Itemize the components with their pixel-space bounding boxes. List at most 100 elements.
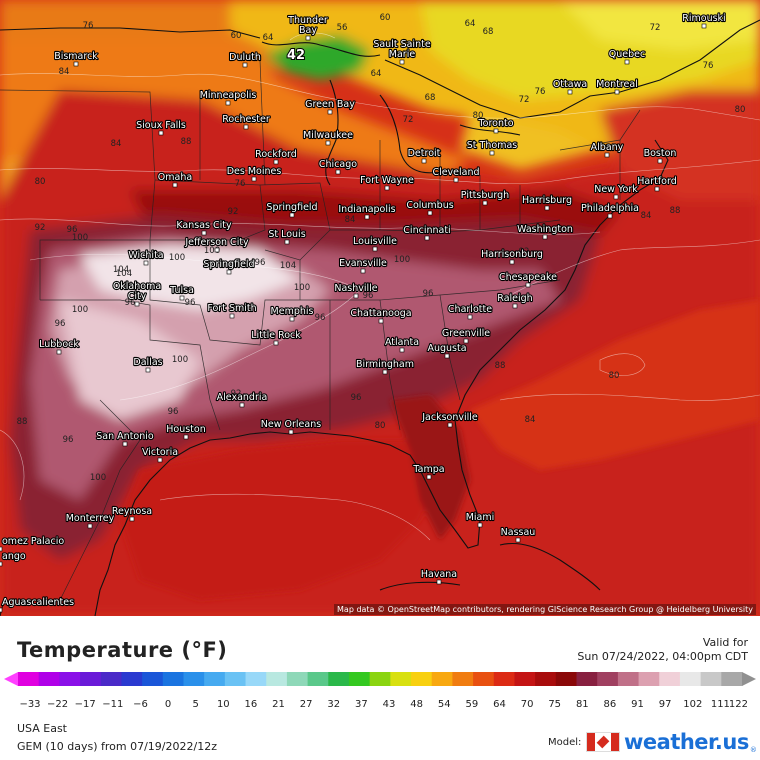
isotherm-value: 80 <box>35 177 46 187</box>
scale-tick-label: 81 <box>576 699 589 710</box>
city-label: Chicago <box>319 159 357 170</box>
city-dot <box>284 239 290 245</box>
city-gomez-palacio: omez Palacio <box>0 535 65 552</box>
city-label: New York <box>594 184 638 195</box>
scale-swatch <box>721 672 743 686</box>
logo-registered-mark: ® <box>749 746 757 754</box>
scale-tick-label: −11 <box>102 699 123 710</box>
city-new-york: New York <box>593 183 639 200</box>
scale-swatch <box>638 672 660 686</box>
isotherm-value: 84 <box>59 67 70 77</box>
scale-swatch <box>700 672 722 686</box>
isotherm-value: 72 <box>403 115 414 125</box>
city-dot <box>172 182 178 188</box>
city-label: Havana <box>421 569 457 580</box>
city-springfield: Springfield <box>265 201 319 218</box>
city-label: Lubbock <box>39 339 79 350</box>
isotherm-value: 96 <box>125 298 136 308</box>
city-st-louis: St Louis <box>267 228 307 245</box>
city-quebec: Quebec <box>608 48 646 65</box>
city-label: Reynosa <box>112 506 152 517</box>
ocean-detail <box>120 300 760 600</box>
city-raleigh: Raleigh <box>496 292 534 309</box>
city-dot <box>226 269 232 275</box>
isotherm-value: 92 <box>35 223 46 233</box>
city-dot <box>421 158 427 164</box>
scale-swatch <box>162 672 184 686</box>
isotherm-value: 100 <box>172 355 188 365</box>
city-rimouski: Rimouski <box>681 12 727 29</box>
city-dot <box>399 347 405 353</box>
city-dot <box>493 128 499 134</box>
city-dot <box>225 100 231 106</box>
city-label: Cleveland <box>432 167 479 178</box>
city-label: Quebec <box>609 49 645 60</box>
city-dallas: Dallas <box>132 356 164 373</box>
isotherm-value: 96 <box>351 393 362 403</box>
city-dot <box>701 23 707 29</box>
city-label: Minneapolis <box>200 90 257 101</box>
scale-swatch <box>597 672 619 686</box>
isotherm-value: 80 <box>735 105 746 115</box>
city-dot <box>614 89 620 95</box>
city-dot <box>444 353 450 359</box>
city-label: Harrisonburg <box>481 249 543 260</box>
city-label: Louisville <box>353 236 397 247</box>
scale-swatch <box>307 672 329 686</box>
city-monterrey: Monterrey <box>65 512 116 529</box>
isotherm-value: 64 <box>465 19 476 29</box>
city-dot <box>364 214 370 220</box>
city-label: Tampa <box>412 464 444 475</box>
city-bismarck: Bismarck <box>53 50 99 67</box>
city-chattanooga: Chattanooga <box>349 307 413 324</box>
weather-us-logo[interactable]: weather.us ® <box>586 730 757 754</box>
valid-date: Sun 07/24/2022, 04:00pm CDT <box>577 650 748 663</box>
isotherm-value: 100 <box>204 246 220 256</box>
scale-tick-label: 75 <box>548 699 561 710</box>
scale-swatch <box>266 672 288 686</box>
isotherm-value: 92 <box>231 389 242 399</box>
city-label: Bay <box>299 25 317 36</box>
city-label: Wichita <box>128 250 163 261</box>
city-label: Augusta <box>427 343 466 354</box>
isotherm-value: 72 <box>295 51 306 61</box>
city-philadelphia: Philadelphia <box>580 202 640 219</box>
city-dot <box>372 246 378 252</box>
city-lubbock: Lubbock <box>38 338 80 355</box>
city-label: St Louis <box>268 229 305 240</box>
city-dot <box>654 186 660 192</box>
city-label: Memphis <box>271 306 314 317</box>
city-san-antonio: San Antonio <box>95 430 155 447</box>
isotherm-value: 96 <box>423 289 434 299</box>
isotherm-value: 100 <box>394 255 410 265</box>
scale-swatch <box>348 672 371 686</box>
city-label: San Antonio <box>96 431 154 442</box>
city-label: Pittsburgh <box>461 190 509 201</box>
city-harrisburg: Harrisburg <box>521 194 573 211</box>
city-dot <box>509 259 515 265</box>
city-dot <box>482 200 488 206</box>
isotherm-value: 56 <box>337 23 348 33</box>
isotherm-value: 68 <box>483 27 494 37</box>
temperature-map[interactable]: 76 84 60 64 68 72 56 60 64 68 72 80 60 64 68 72 76 72 76 80… <box>0 0 760 616</box>
city-tulsa: Tulsa <box>168 284 195 301</box>
city-label: Rochester <box>222 114 270 125</box>
scale-swatch <box>514 672 536 686</box>
city-aguascalientes: Aguascalientes <box>0 596 75 613</box>
isotherm-value: 76 <box>235 179 246 189</box>
scale-tick-label: 5 <box>193 699 199 710</box>
city-label: Atlanta <box>385 337 419 348</box>
scale-tick-label: 32 <box>327 699 340 710</box>
model-run-label: GEM (10 days) from 07/19/2022/12z <box>17 740 217 753</box>
city-label: Alexandria <box>217 392 268 403</box>
city-new-orleans: New Orleans <box>260 418 322 435</box>
city-label: Thunder <box>287 15 328 26</box>
city-dot <box>214 247 220 253</box>
city-label: Sioux Falls <box>136 120 186 131</box>
scale-swatch <box>369 672 391 686</box>
isotherm-value: 84 <box>525 415 536 425</box>
color-scale-ticks: −33 −22 −17 −11 −6 0 5 10 16 21 27 32 37 43 48 54 59 64 70… <box>19 699 748 710</box>
city-label: St Thomas <box>467 140 517 151</box>
city-havana: Havana <box>420 568 458 585</box>
